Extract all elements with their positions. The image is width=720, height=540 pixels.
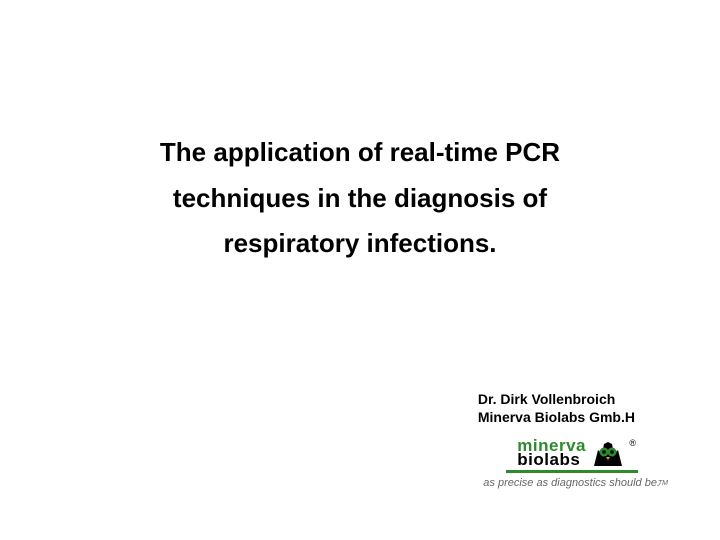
- company-logo: minerva biolabs ® as precise as diagnost…: [483, 438, 660, 489]
- owl-icon: [590, 438, 626, 468]
- logo-underline-bar: [506, 470, 638, 473]
- trademark-symbol: ®: [629, 438, 636, 448]
- logo-text-bottom: biolabs: [517, 453, 586, 467]
- author-affiliation: Minerva Biolabs Gmb.H: [478, 408, 635, 426]
- logo-text: minerva biolabs: [517, 439, 586, 468]
- author-block: Dr. Dirk Vollenbroich Minerva Biolabs Gm…: [478, 390, 635, 426]
- tagline-tm: TM: [658, 480, 668, 487]
- title-block: The application of real-time PCR techniq…: [0, 130, 720, 267]
- logo-tagline: as precise as diagnostics should be. TM: [483, 477, 660, 489]
- title-line-1: The application of real-time PCR: [80, 130, 640, 176]
- logo-image-row: minerva biolabs ®: [517, 438, 626, 468]
- tagline-text: as precise as diagnostics should be.: [483, 477, 660, 489]
- title-line-2: techniques in the diagnosis of: [80, 176, 640, 222]
- slide-container: The application of real-time PCR techniq…: [0, 0, 720, 540]
- title-line-3: respiratory infections.: [80, 221, 640, 267]
- author-name: Dr. Dirk Vollenbroich: [478, 390, 635, 408]
